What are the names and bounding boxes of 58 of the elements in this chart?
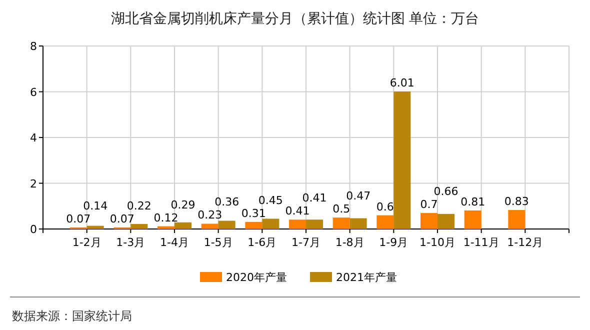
x-tick-label: 1-4月 <box>160 236 189 249</box>
data-label: 0.12 <box>154 211 178 224</box>
bar <box>158 226 174 229</box>
data-label: 0.07 <box>66 212 91 226</box>
data-label: 0.41 <box>302 192 327 205</box>
x-tick-label: 1-5月 <box>204 236 233 249</box>
y-tick-label: 4 <box>30 132 37 144</box>
x-tick-label: 1-3月 <box>116 236 146 249</box>
legend-label: 2020年产量 <box>226 271 287 284</box>
x-tick-label: 1-9月 <box>379 236 408 249</box>
data-label: 0.6 <box>376 200 394 214</box>
legend-label: 2021年产量 <box>336 271 397 284</box>
bar <box>86 226 104 229</box>
data-label: 0.81 <box>460 195 486 208</box>
x-tick-label: 1-6月 <box>248 236 277 249</box>
data-label: 0.23 <box>198 208 222 222</box>
data-label: 0.22 <box>126 199 152 212</box>
bar <box>245 222 262 229</box>
x-tick-label: 1-12月 <box>507 236 544 249</box>
bar <box>201 224 218 229</box>
data-label: 0.47 <box>346 190 371 203</box>
bar <box>262 218 280 229</box>
bar <box>508 210 526 229</box>
y-tick-label: 6 <box>30 86 37 99</box>
data-label: 0.7 <box>420 198 438 211</box>
bar <box>464 210 482 229</box>
bar <box>174 222 192 229</box>
chart-title: 湖北省金属切削机床产量分月（累计值）统计图 单位：万台 <box>110 11 480 27</box>
bar <box>130 224 148 229</box>
bar <box>218 220 236 229</box>
data-label: 0.66 <box>434 184 458 198</box>
bar <box>306 220 323 229</box>
x-tick-label: 1-2月 <box>72 236 102 249</box>
data-label: 0.31 <box>241 206 266 220</box>
data-label: 0.5 <box>332 202 350 216</box>
bar <box>332 218 350 229</box>
data-label: 0.14 <box>83 199 108 212</box>
x-tick-label: 1-7月 <box>292 236 320 249</box>
source-note: 数据来源：国家统计局 <box>12 309 132 323</box>
bar <box>350 218 367 229</box>
data-label: 0.83 <box>504 195 529 208</box>
x-tick-label: 1-11月 <box>463 236 500 249</box>
x-tick-label: 1-8月 <box>335 236 364 249</box>
data-label: 6.01 <box>390 76 414 90</box>
y-tick-label: 0 <box>30 223 37 236</box>
data-label: 0.41 <box>285 204 310 218</box>
data-label: 0.29 <box>170 198 196 212</box>
y-tick-label: 2 <box>30 177 37 190</box>
bar <box>289 220 306 229</box>
x-tick-label: 1-10月 <box>420 236 456 249</box>
data-label: 0.45 <box>258 194 283 207</box>
data-label: 0.07 <box>110 212 134 226</box>
bar <box>394 92 411 229</box>
y-tick-label: 8 <box>30 40 37 53</box>
data-label: 0.36 <box>214 196 240 209</box>
bar <box>438 214 454 229</box>
bar <box>376 215 394 229</box>
bar <box>420 212 438 229</box>
